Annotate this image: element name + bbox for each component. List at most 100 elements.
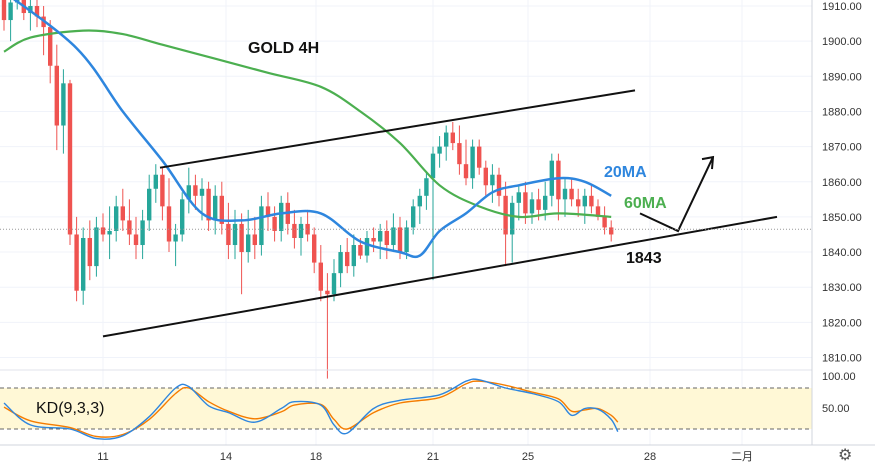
time-axis[interactable]: 11 14 18 21 25 28 二月 bbox=[97, 451, 753, 463]
candle-body bbox=[48, 27, 53, 66]
price-tick-label: 1840.00 bbox=[822, 247, 862, 259]
candle-body bbox=[265, 206, 271, 217]
candle bbox=[81, 227, 86, 305]
candle-body bbox=[226, 223, 231, 246]
candle bbox=[556, 153, 561, 221]
time-tick-label: 11 bbox=[97, 451, 108, 463]
candle bbox=[338, 245, 343, 288]
candle-body bbox=[562, 188, 568, 200]
price-tick-label: 1910.00 bbox=[822, 1, 862, 13]
candle-body bbox=[8, 2, 13, 21]
candle bbox=[325, 273, 330, 379]
candle bbox=[120, 188, 125, 231]
candle-body bbox=[246, 234, 251, 253]
candle-body bbox=[325, 290, 330, 295]
candle-body bbox=[140, 220, 145, 246]
candle-body bbox=[450, 132, 455, 144]
candle bbox=[589, 185, 594, 214]
candle-body bbox=[490, 174, 495, 186]
candle bbox=[279, 195, 284, 242]
candle bbox=[48, 20, 53, 84]
candle-body bbox=[602, 216, 607, 228]
projection-arrow-path bbox=[639, 156, 714, 233]
candle bbox=[67, 79, 73, 246]
candle-body bbox=[510, 202, 515, 235]
ma60-label: 60MA bbox=[624, 195, 667, 212]
candle-body bbox=[457, 143, 462, 165]
candle bbox=[318, 245, 323, 302]
candle bbox=[232, 209, 238, 260]
candle bbox=[378, 223, 383, 260]
settings-gear-icon[interactable]: ⚙ bbox=[838, 445, 852, 464]
candle bbox=[114, 195, 119, 242]
candle bbox=[331, 259, 337, 302]
candle-body bbox=[160, 174, 165, 207]
candle-body bbox=[351, 245, 356, 267]
candle-body bbox=[463, 164, 469, 179]
candle-body bbox=[259, 206, 264, 246]
candle bbox=[193, 174, 198, 210]
candle-body bbox=[529, 199, 535, 214]
candle bbox=[298, 216, 304, 256]
price-tick-label: 1860.00 bbox=[822, 177, 862, 189]
candle bbox=[582, 188, 587, 224]
price-tick-label: 1850.00 bbox=[822, 212, 862, 224]
candle-body bbox=[470, 146, 475, 179]
price-tick-label: 1870.00 bbox=[822, 142, 862, 154]
candle bbox=[483, 160, 488, 196]
candle bbox=[529, 192, 535, 224]
kd-overbought-oversold-band bbox=[0, 388, 812, 429]
price-axis[interactable]: 1910.00 1900.00 1890.00 1880.00 1870.00 1860.… bbox=[822, 1, 862, 365]
candle-body bbox=[477, 146, 482, 168]
candle-body bbox=[378, 230, 383, 242]
candle-body bbox=[127, 220, 132, 235]
candle-body bbox=[219, 195, 224, 224]
support-level-label: 1843 bbox=[626, 250, 662, 267]
channel-upper-trendline bbox=[159, 89, 636, 169]
candle-body bbox=[213, 195, 218, 221]
candle bbox=[61, 69, 66, 154]
candle-body bbox=[67, 83, 73, 235]
candle-body bbox=[371, 237, 376, 242]
candle bbox=[364, 230, 370, 263]
candle-body bbox=[556, 160, 561, 200]
candle-body bbox=[81, 237, 86, 291]
candle-body bbox=[516, 192, 521, 203]
candle-body bbox=[34, 6, 40, 17]
candle-body bbox=[543, 195, 548, 210]
candle bbox=[437, 136, 442, 168]
candle bbox=[272, 206, 277, 242]
kd-k-line bbox=[3, 378, 619, 440]
candle-body bbox=[193, 185, 198, 196]
candle-body bbox=[147, 188, 152, 221]
candle bbox=[351, 234, 356, 277]
candle-body bbox=[404, 227, 409, 253]
candle-body bbox=[87, 237, 92, 267]
candle bbox=[430, 146, 436, 281]
candle-body bbox=[199, 188, 205, 196]
candle-body bbox=[523, 192, 528, 214]
kd-indicator-label: KD(9,3,3) bbox=[36, 400, 104, 417]
candle-body bbox=[358, 245, 363, 256]
candle bbox=[133, 216, 139, 260]
candle-body bbox=[298, 223, 304, 238]
candle-body bbox=[239, 223, 244, 253]
candle-body bbox=[133, 234, 139, 246]
candle bbox=[450, 121, 455, 151]
candle-body bbox=[252, 234, 257, 246]
candle bbox=[609, 220, 614, 242]
candle bbox=[569, 178, 574, 207]
kd-tick-label: 50.00 bbox=[822, 403, 850, 415]
ma20-label: 20MA bbox=[604, 164, 647, 181]
candle bbox=[391, 213, 396, 253]
candle bbox=[239, 213, 244, 295]
candle bbox=[470, 139, 475, 189]
candle bbox=[496, 167, 502, 207]
candle-body bbox=[417, 195, 422, 207]
candle bbox=[226, 202, 231, 260]
price-tick-label: 1890.00 bbox=[822, 71, 862, 83]
candle-body bbox=[120, 206, 125, 221]
candle-body bbox=[61, 83, 66, 126]
candle-body bbox=[54, 65, 59, 126]
